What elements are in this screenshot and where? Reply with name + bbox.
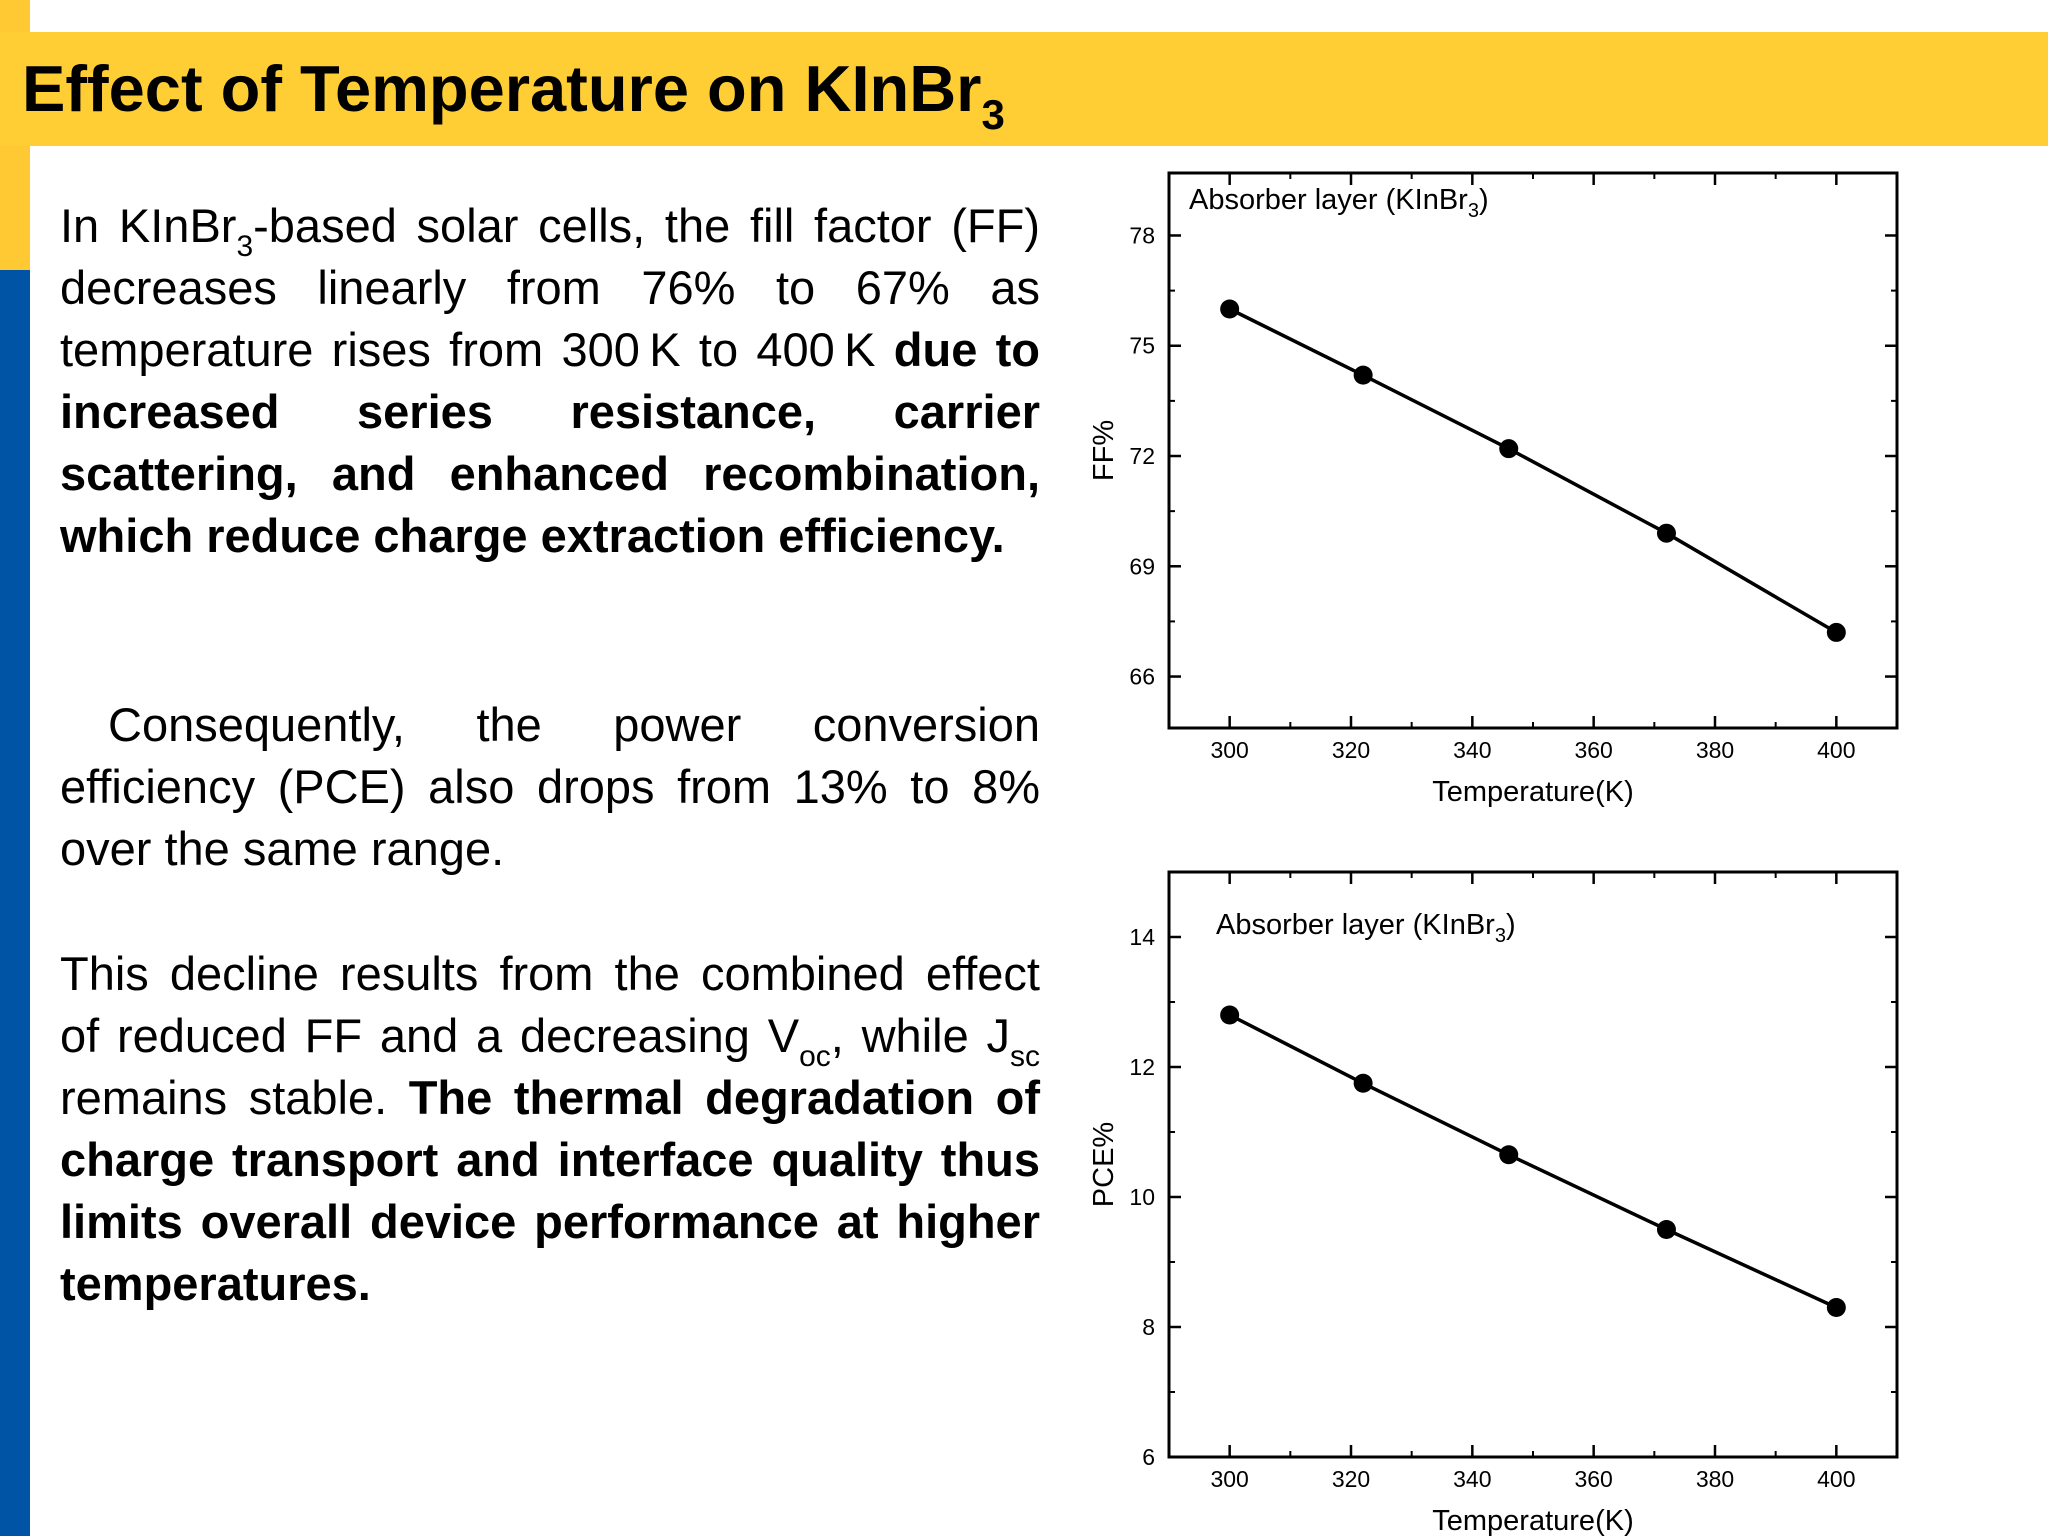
- ff-chart-ytick-label: 66: [1129, 664, 1155, 690]
- pce-chart-xtick-label: 320: [1332, 1466, 1370, 1492]
- paragraph-pce: Consequently, the power conversion effic…: [60, 694, 1040, 880]
- pce-chart-data-point: [1220, 1005, 1240, 1025]
- pce-chart-annotation: Absorber layer (KInBr3): [1216, 909, 1516, 947]
- pce-chart-ytick-label: 8: [1142, 1314, 1155, 1340]
- pce-chart-xtick-label: 400: [1817, 1466, 1855, 1492]
- ff-chart-xtick-label: 320: [1332, 737, 1370, 763]
- pce-chart-annotation-text: Absorber layer (KInBr: [1216, 909, 1495, 941]
- ff-chart-annotation-text: Absorber layer (KInBr: [1189, 184, 1468, 216]
- ff-chart-annotation-subscript: 3: [1468, 200, 1479, 222]
- slide-title-subscript: 3: [981, 91, 1005, 138]
- p3-part-a: This decline results from the combined e…: [60, 947, 1040, 1062]
- title-band: [0, 32, 2048, 146]
- ff-chart-ytick-label: 78: [1129, 222, 1155, 248]
- ff-chart-xtick-label: 380: [1696, 737, 1734, 763]
- p1-lead-subscript: 3: [236, 230, 254, 263]
- paragraph-decline: This decline results from the combined e…: [60, 943, 1040, 1315]
- pce-chart-xtick-label: 380: [1696, 1466, 1734, 1492]
- ff-chart-xtick-label: 360: [1574, 737, 1612, 763]
- ff-chart-annotation-close: ): [1479, 184, 1489, 216]
- ff-chart-data-point: [1353, 365, 1373, 385]
- ff-chart-data-point: [1220, 299, 1240, 319]
- ff-chart-xtick-label: 300: [1210, 737, 1248, 763]
- pce-chart-ytick-label: 6: [1142, 1444, 1155, 1470]
- ff-chart-xtick-label: 340: [1453, 737, 1491, 763]
- pce-chart-data-point: [1656, 1220, 1676, 1239]
- pce-chart-ytick-label: 14: [1129, 924, 1155, 950]
- ff-chart-data-point: [1826, 622, 1846, 642]
- ff-chart-ytick-label: 75: [1129, 333, 1155, 359]
- pce-chart-annotation-close: ): [1506, 909, 1516, 941]
- pce-chart-ytick-label: 10: [1129, 1184, 1155, 1210]
- p1-lead-a: In KInBr: [60, 199, 237, 252]
- paragraph-fill-factor: In KInBr3-based solar cells, the fill fa…: [60, 195, 1040, 567]
- pce-chart-y-axis-title: PCE%: [1088, 1122, 1120, 1207]
- ff-chart-annotation: Absorber layer (KInBr3): [1189, 184, 1489, 222]
- pce-chart-xtick-label: 360: [1574, 1466, 1612, 1492]
- pce-chart-data-point: [1353, 1073, 1373, 1093]
- p3-part-b: , while J: [830, 1009, 1010, 1062]
- pce-chart-data-point: [1826, 1298, 1846, 1317]
- pce-chart-xtick-label: 300: [1210, 1466, 1248, 1492]
- slide-title: Effect of Temperature on KInBr3: [22, 52, 1005, 136]
- slide-title-text: Effect of Temperature on KInBr: [22, 52, 982, 125]
- accent-bar-blue: [0, 270, 30, 1536]
- ff-chart-xtick-label: 400: [1817, 737, 1855, 763]
- pce-chart-series-line: [1228, 1013, 1838, 1310]
- ff-chart-x-axis-title: Temperature(K): [1432, 776, 1633, 808]
- ff-chart-data-point: [1499, 439, 1519, 459]
- pce-chart-x-axis-title: Temperature(K): [1432, 1505, 1633, 1536]
- pce-chart-ytick-label: 12: [1129, 1054, 1155, 1080]
- pce-chart-data-point: [1499, 1145, 1519, 1165]
- p1-bold-text: due to increased series resistance, carr…: [60, 323, 1040, 562]
- p2-text: Consequently, the power conversion effic…: [60, 698, 1040, 875]
- p3-bold-text: The thermal degradation of charge transp…: [60, 1071, 1040, 1310]
- ff-chart-ytick-label: 72: [1129, 443, 1155, 469]
- ff-chart-y-axis-title: FF%: [1088, 420, 1120, 481]
- p1-lead-b: -based solar cells, the fill factor (FF)…: [60, 199, 1040, 376]
- p3-part-c: remains stable.: [60, 1071, 409, 1124]
- ff-chart-ytick-label: 69: [1129, 553, 1155, 579]
- pce-chart-xtick-label: 340: [1453, 1466, 1491, 1492]
- ff-chart-data-point: [1656, 523, 1676, 543]
- pce-chart-annotation-subscript: 3: [1495, 925, 1506, 947]
